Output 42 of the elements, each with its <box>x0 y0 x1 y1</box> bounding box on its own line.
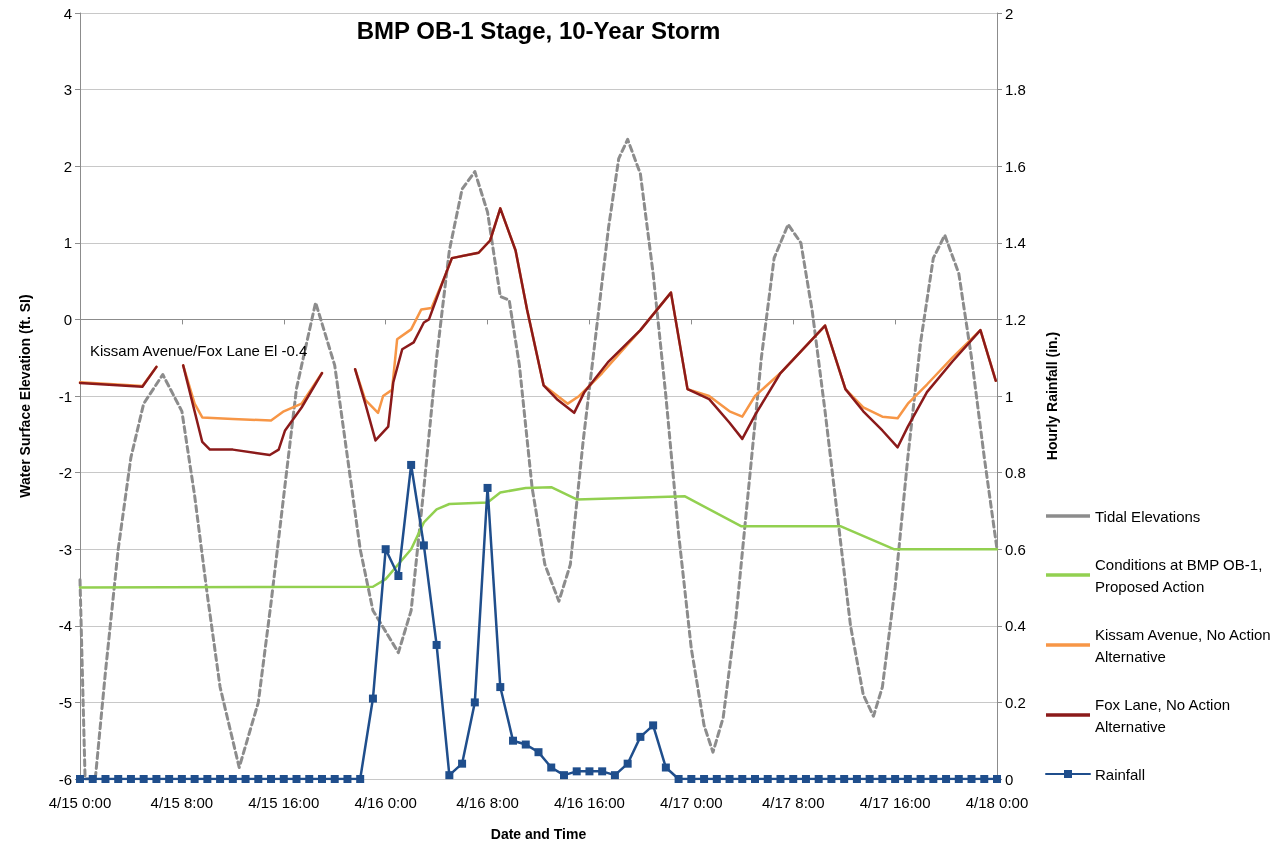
y-tick-label: -2 <box>58 464 72 482</box>
y2-tick-label: 2 <box>1005 4 1014 22</box>
x-tick-label: 4/18 0:00 <box>965 794 1029 811</box>
chart-title: BMP OB-1 Stage, 10-Year Storm <box>356 16 721 44</box>
y2-tick-label: 1.8 <box>1005 81 1026 99</box>
y2-axis-title: Hourly Rainfall (in.) <box>1044 331 1060 461</box>
legend-label: Tidal Elevations <box>1095 507 1201 525</box>
x-tick-label: 4/17 16:00 <box>859 794 931 811</box>
x-tick-label: 4/15 0:00 <box>48 794 112 811</box>
y-tick-label: 0 <box>63 310 72 328</box>
y-tick-label: -4 <box>58 617 72 635</box>
y-tick-label: -1 <box>58 387 72 405</box>
x-tick-label: 4/16 0:00 <box>354 794 417 811</box>
legend-label: Rainfall <box>1095 765 1146 783</box>
y2-tick-label: 0.8 <box>1005 464 1026 482</box>
y2-tick-label: 1 <box>1005 387 1014 405</box>
y2-tick-label: 1.6 <box>1005 157 1026 175</box>
y2-tick-label: 0 <box>1005 770 1014 788</box>
y-tick-label: 3 <box>63 81 72 99</box>
y2-tick-label: 0.4 <box>1005 617 1026 635</box>
annotation: Kissam Avenue/Fox Lane El -0.4 <box>90 342 308 359</box>
y-tick-label: -3 <box>58 540 72 558</box>
y-tick-label: -6 <box>58 770 72 788</box>
y2-tick-label: 0.6 <box>1005 540 1026 558</box>
x-tick-label: 4/15 16:00 <box>248 794 320 811</box>
x-tick-label: 4/17 0:00 <box>660 794 723 811</box>
x-tick-label: 4/17 8:00 <box>761 794 825 811</box>
y2-tick-label: 1.2 <box>1005 310 1026 328</box>
y-tick-label: -5 <box>58 693 72 711</box>
y2-tick-label: 1.4 <box>1005 234 1026 252</box>
x-axis-title: Date and Time <box>490 826 587 842</box>
y2-tick-label: 0.2 <box>1005 693 1026 711</box>
x-tick-label: 4/15 8:00 <box>150 794 214 811</box>
x-tick-label: 4/16 8:00 <box>456 794 519 811</box>
legend-label: Conditions at BMP OB-1, Proposed Action <box>1095 555 1267 595</box>
y-tick-label: 4 <box>63 4 72 22</box>
legend-label: Kissam Avenue, No Action Alternative <box>1095 625 1274 665</box>
y-tick-label: 1 <box>63 234 72 252</box>
legend-label: Fox Lane, No Action Alternative <box>1095 695 1235 735</box>
y-tick-label: 2 <box>63 157 72 175</box>
y-axis-title: Water Surface Elevation (ft. SI) <box>17 294 33 498</box>
x-tick-label: 4/16 16:00 <box>553 794 625 811</box>
